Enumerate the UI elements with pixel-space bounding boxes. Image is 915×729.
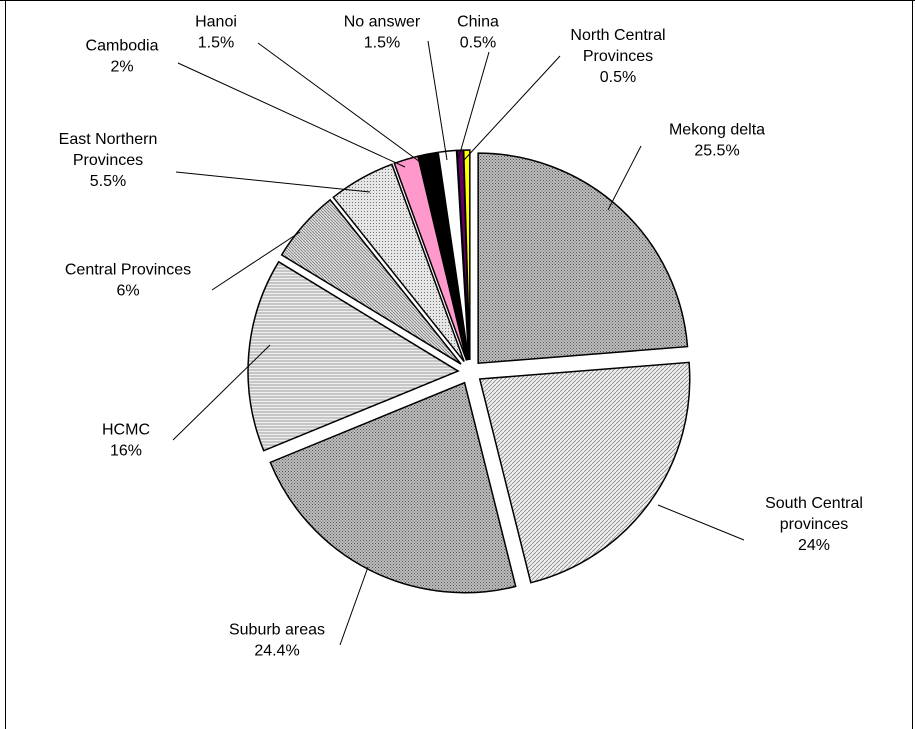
pie-slice-east-northern-provinces bbox=[332, 163, 465, 363]
pie-slice-suburb-areas bbox=[269, 381, 517, 594]
data-label-category: Mekong delta bbox=[669, 122, 765, 139]
pie-slice-north-central-provinces bbox=[462, 149, 471, 361]
leader-line bbox=[457, 51, 490, 161]
data-label-value: 6% bbox=[116, 283, 139, 300]
data-label-category: HCMC bbox=[102, 422, 150, 439]
pie-slice-central-provinces bbox=[280, 198, 462, 365]
pie-slice-hcmc bbox=[247, 260, 460, 452]
leader-line bbox=[463, 55, 561, 161]
data-label-category: East Northern bbox=[59, 131, 158, 148]
data-label-value: 24% bbox=[798, 537, 830, 554]
data-label-value: 5.5% bbox=[90, 173, 126, 190]
leader-line bbox=[172, 344, 271, 441]
leader-line bbox=[175, 171, 371, 193]
data-label-value: 0.5% bbox=[460, 35, 496, 52]
data-label-value: 2% bbox=[110, 59, 133, 76]
leader-line bbox=[339, 566, 369, 646]
data-label-category: South Central bbox=[765, 495, 863, 512]
data-label-category: Suburb areas bbox=[229, 622, 325, 639]
data-label-category: Provinces bbox=[583, 48, 653, 65]
pie-slice-cambodia bbox=[393, 155, 468, 361]
data-label-category: Central Provinces bbox=[65, 262, 191, 279]
pie-slice-hanoi bbox=[418, 151, 469, 361]
data-label-category: provinces bbox=[780, 516, 848, 533]
leader-line bbox=[257, 42, 421, 163]
data-label-category: No answer bbox=[344, 14, 421, 31]
data-label-category: Provinces bbox=[73, 152, 143, 169]
leader-line bbox=[607, 145, 642, 211]
data-label-category: North Central bbox=[570, 27, 665, 44]
pie-slice-south-central-provinces bbox=[478, 361, 691, 584]
data-label-category: Hanoi bbox=[195, 14, 237, 31]
pie-slice-mekong-delta bbox=[477, 152, 689, 364]
data-label-value: 1.5% bbox=[198, 35, 234, 52]
leader-line bbox=[211, 231, 301, 291]
leader-line bbox=[427, 40, 448, 161]
data-label-category: Cambodia bbox=[86, 38, 159, 55]
data-label-value: 16% bbox=[110, 443, 142, 460]
leader-line bbox=[177, 62, 406, 168]
leader-line bbox=[657, 504, 745, 541]
data-label-category: China bbox=[457, 14, 499, 31]
data-label-value: 24.4% bbox=[254, 643, 299, 660]
data-label-value: 25.5% bbox=[694, 143, 739, 160]
data-label-value: 1.5% bbox=[364, 35, 400, 52]
data-label-value: 0.5% bbox=[600, 69, 636, 86]
